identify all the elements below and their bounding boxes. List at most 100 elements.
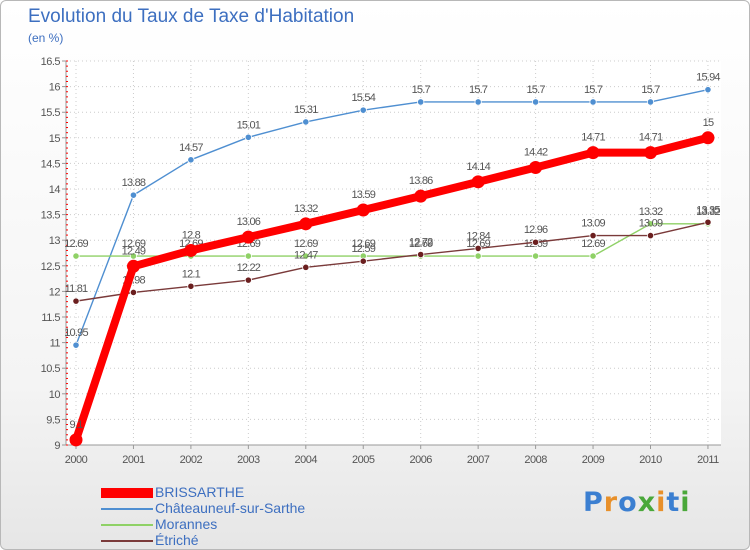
data-point-etriche-2009 — [589, 231, 597, 240]
data-point-morannes-2008 — [531, 252, 540, 260]
logo-letter: x — [637, 487, 657, 518]
data-point-chateauneuf-sur-sarthe-2006 — [417, 98, 425, 106]
data-point-chateauneuf-sur-sarthe-2005 — [359, 106, 367, 114]
logo-letter: P — [583, 487, 604, 518]
data-point-brissarthe-2010 — [644, 146, 657, 160]
x-tick-label-5: 2005 — [352, 454, 375, 466]
data-point-brissarthe-2008 — [529, 160, 543, 174]
data-label-brissarthe-2008: 14.42 — [524, 146, 548, 158]
y-tick-label-4: 11 — [50, 338, 61, 350]
data-label-chateauneuf-sur-sarthe-2011: 15.94 — [696, 72, 720, 84]
data-point-etriche-2007 — [474, 244, 482, 252]
data-label-etriche-2002: 12.1 — [182, 268, 201, 280]
y-tick-label-14: 16 — [49, 82, 61, 94]
x-tick-label-4: 2004 — [295, 454, 318, 466]
data-label-brissarthe-2002: 12.8 — [182, 229, 201, 241]
y-tick-label-13: 15.5 — [41, 107, 61, 119]
data-label-brissarthe-2001: 12.49 — [122, 245, 146, 257]
y-tick-label-15: 16.5 — [41, 56, 61, 68]
chart-title: Evolution du Taux de Taxe d'Habitation — [28, 6, 355, 27]
x-tick-label-1: 2001 — [122, 454, 145, 466]
data-point-chateauneuf-sur-sarthe-2011 — [704, 86, 712, 94]
logo-letter: o — [618, 487, 638, 518]
data-point-brissarthe-2003 — [241, 230, 255, 244]
data-point-morannes-2003 — [244, 252, 252, 260]
data-label-etriche-2010: 13.09 — [639, 218, 663, 230]
data-point-etriche-2011 — [704, 218, 712, 226]
series-line-chateauneuf-sur-sarthe — [75, 88, 709, 346]
y-tick-label-11: 14.5 — [41, 158, 61, 170]
series-line-etriche — [75, 221, 709, 302]
x-tick-label-6: 2006 — [409, 454, 432, 466]
y-tick-label-3: 10.5 — [41, 363, 61, 375]
y-tick-label-6: 12 — [49, 286, 61, 298]
x-tick-label-11: 2011 — [697, 454, 719, 466]
data-label-chateauneuf-sur-sarthe-2001: 13.88 — [122, 177, 146, 189]
data-point-brissarthe-2005 — [356, 203, 370, 217]
data-label-etriche-2005: 12.59 — [351, 243, 375, 255]
data-point-brissarthe-2011 — [701, 131, 715, 145]
data-label-morannes-2001: 12.69 — [122, 238, 146, 250]
data-label-brissarthe-2005: 13.59 — [351, 189, 375, 201]
y-tick-label-9: 13.5 — [41, 210, 61, 222]
data-point-etriche-2006 — [417, 250, 425, 259]
data-point-morannes-2010 — [646, 220, 655, 228]
data-label-etriche-2006: 12.72 — [409, 237, 433, 249]
data-label-etriche-2009: 13.09 — [581, 218, 605, 230]
data-label-brissarthe-2004: 13.32 — [294, 203, 318, 215]
data-label-brissarthe-2006: 13.86 — [409, 175, 433, 187]
logo-letter: i — [680, 487, 691, 518]
data-label-brissarthe-2000: 9.1 — [70, 419, 84, 431]
y-tick-label-10: 14 — [49, 184, 61, 196]
data-point-etriche-2002 — [187, 282, 195, 290]
data-label-chateauneuf-sur-sarthe-2008: 15.7 — [526, 84, 545, 96]
data-label-etriche-2004: 12.47 — [294, 249, 318, 261]
data-point-etriche-2008 — [531, 238, 540, 246]
plot-area — [66, 61, 721, 445]
legend-label-etriche: Étriché — [155, 532, 199, 548]
legend-swatch-brissarthe — [101, 488, 153, 498]
data-label-morannes-2004: 12.69 — [294, 238, 318, 250]
y-tick-label-1: 9.5 — [46, 414, 60, 426]
data-label-chateauneuf-sur-sarthe-2006: 15.7 — [412, 84, 431, 96]
y-tick-label-8: 13 — [49, 235, 61, 247]
data-label-morannes-2006: 12.69 — [409, 238, 433, 250]
data-label-chateauneuf-sur-sarthe-2010: 15.7 — [641, 84, 660, 96]
legend-label-morannes: Morannes — [155, 516, 218, 532]
data-label-chateauneuf-sur-sarthe-2000: 10.95 — [64, 327, 88, 339]
data-label-brissarthe-2003: 13.06 — [237, 216, 261, 228]
data-label-brissarthe-2009: 14.71 — [581, 132, 605, 144]
data-label-chateauneuf-sur-sarthe-2009: 15.7 — [584, 84, 603, 96]
data-point-etriche-2000 — [72, 297, 80, 305]
data-label-chateauneuf-sur-sarthe-2002: 14.57 — [179, 142, 203, 154]
x-tick-label-3: 2003 — [237, 454, 260, 466]
proxiti-logo: Proxiti — [583, 487, 691, 518]
data-point-morannes-2000 — [72, 252, 80, 260]
logo-letter: t — [666, 487, 681, 518]
data-label-etriche-2003: 12.22 — [237, 262, 261, 274]
legend-label-chateauneuf: Châteauneuf-sur-Sarthe — [155, 500, 306, 516]
data-point-brissarthe-2004 — [299, 217, 313, 231]
x-tick-label-0: 2000 — [65, 454, 88, 466]
series-line-brissarthe — [72, 133, 712, 444]
data-point-morannes-2007 — [474, 252, 482, 260]
x-tick-label-2: 2002 — [180, 454, 203, 466]
data-point-brissarthe-2002 — [184, 243, 198, 257]
x-tick-label-9: 2009 — [582, 454, 605, 466]
y-tick-label-12: 15 — [49, 133, 61, 145]
data-point-etriche-2005 — [359, 257, 367, 265]
data-label-chateauneuf-sur-sarthe-2003: 15.01 — [237, 119, 261, 131]
data-point-morannes-2009 — [589, 252, 597, 260]
logo-letter: i — [656, 487, 667, 518]
x-tick-label-7: 2007 — [467, 454, 490, 466]
y-tick-label-2: 10 — [49, 389, 61, 401]
data-point-chateauneuf-sur-sarthe-2004 — [302, 118, 310, 126]
y-tick-label-0: 9 — [54, 440, 60, 452]
data-label-brissarthe-2011: 15 — [703, 117, 714, 129]
data-point-chateauneuf-sur-sarthe-2003 — [244, 133, 252, 141]
data-point-brissarthe-2001 — [126, 259, 140, 273]
data-label-etriche-2011: 13.35 — [696, 204, 720, 216]
data-label-chateauneuf-sur-sarthe-2007: 15.7 — [469, 84, 488, 96]
data-label-chateauneuf-sur-sarthe-2004: 15.31 — [294, 104, 318, 116]
